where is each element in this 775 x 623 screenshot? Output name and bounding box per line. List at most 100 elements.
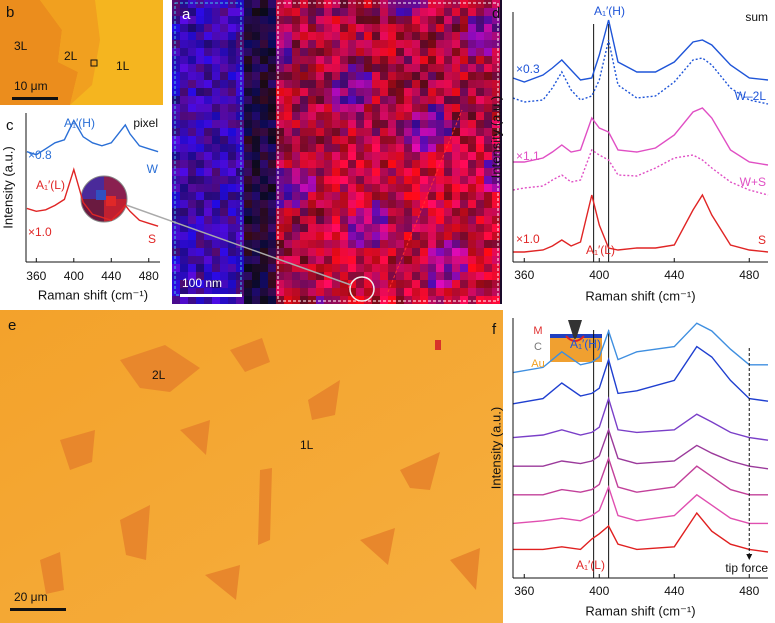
map-pixel <box>452 200 460 208</box>
map-pixel <box>492 24 500 32</box>
map-pixel <box>372 272 380 280</box>
map-pixel <box>444 272 452 280</box>
map-pixel <box>484 144 492 152</box>
map-pixel <box>244 232 252 240</box>
map-pixel <box>372 200 380 208</box>
map-pixel <box>292 264 300 272</box>
map-pixel <box>404 296 412 304</box>
map-pixel <box>428 264 436 272</box>
map-pixel <box>420 280 428 288</box>
panel-letter: f <box>492 321 497 338</box>
map-pixel <box>332 216 340 224</box>
map-pixel <box>428 280 436 288</box>
map-pixel <box>468 256 476 264</box>
map-pixel <box>460 72 468 80</box>
map-pixel <box>172 224 180 232</box>
map-pixel <box>228 184 236 192</box>
map-pixel <box>380 256 388 264</box>
map-pixel <box>444 144 452 152</box>
map-pixel <box>180 128 188 136</box>
map-pixel <box>260 136 268 144</box>
map-pixel <box>284 80 292 88</box>
map-pixel <box>324 96 332 104</box>
map-pixel <box>404 40 412 48</box>
map-pixel <box>396 144 404 152</box>
map-pixel <box>236 176 244 184</box>
panel-letter: a <box>182 6 191 23</box>
map-pixel <box>300 200 308 208</box>
map-pixel <box>372 40 380 48</box>
map-pixel <box>420 40 428 48</box>
map-pixel <box>204 56 212 64</box>
map-pixel <box>252 120 260 128</box>
map-pixel <box>404 176 412 184</box>
map-pixel <box>468 0 476 8</box>
map-pixel <box>364 200 372 208</box>
map-pixel <box>484 24 492 32</box>
map-pixel <box>388 16 396 24</box>
map-pixel <box>260 56 268 64</box>
pixel-inset <box>81 176 127 222</box>
map-pixel <box>468 120 476 128</box>
map-pixel <box>172 72 180 80</box>
map-pixel <box>380 104 388 112</box>
map-pixel <box>196 112 204 120</box>
map-pixel <box>364 192 372 200</box>
map-pixel <box>284 136 292 144</box>
map-pixel <box>428 168 436 176</box>
map-pixel <box>180 184 188 192</box>
map-pixel <box>292 272 300 280</box>
map-pixel <box>452 152 460 160</box>
map-pixel <box>340 216 348 224</box>
map-pixel <box>236 264 244 272</box>
map-pixel <box>348 8 356 16</box>
map-pixel <box>188 56 196 64</box>
map-pixel <box>388 32 396 40</box>
series-label: S <box>758 233 766 247</box>
map-pixel <box>492 32 500 40</box>
map-pixel <box>484 72 492 80</box>
map-pixel <box>252 72 260 80</box>
map-pixel <box>356 40 364 48</box>
map-pixel <box>372 224 380 232</box>
map-pixel <box>452 264 460 272</box>
map-pixel <box>276 184 284 192</box>
map-pixel <box>172 264 180 272</box>
map-pixel <box>220 184 228 192</box>
map-pixel <box>252 144 260 152</box>
map-pixel <box>356 64 364 72</box>
map-pixel <box>316 72 324 80</box>
map-pixel <box>284 240 292 248</box>
map-pixel <box>196 216 204 224</box>
map-pixel <box>420 80 428 88</box>
map-pixel <box>196 32 204 40</box>
map-pixel <box>228 32 236 40</box>
map-pixel <box>196 24 204 32</box>
map-pixel <box>236 224 244 232</box>
map-pixel <box>380 80 388 88</box>
map-pixel <box>436 56 444 64</box>
map-pixel <box>252 112 260 120</box>
map-pixel <box>436 184 444 192</box>
map-pixel <box>212 288 220 296</box>
map-pixel <box>436 176 444 184</box>
map-pixel <box>180 216 188 224</box>
map-pixel <box>460 96 468 104</box>
series-label: W–2L <box>735 89 767 103</box>
map-pixel <box>316 128 324 136</box>
map-pixel <box>212 56 220 64</box>
map-pixel <box>436 128 444 136</box>
map-pixel <box>468 96 476 104</box>
map-pixel <box>172 256 180 264</box>
map-pixel <box>332 280 340 288</box>
map-pixel <box>260 96 268 104</box>
map-pixel <box>492 144 500 152</box>
map-pixel <box>220 248 228 256</box>
map-pixel <box>412 120 420 128</box>
map-pixel <box>436 72 444 80</box>
map-pixel <box>420 56 428 64</box>
map-pixel <box>172 144 180 152</box>
x-tick-label: 440 <box>664 268 684 282</box>
map-pixel <box>236 56 244 64</box>
map-pixel <box>388 288 396 296</box>
